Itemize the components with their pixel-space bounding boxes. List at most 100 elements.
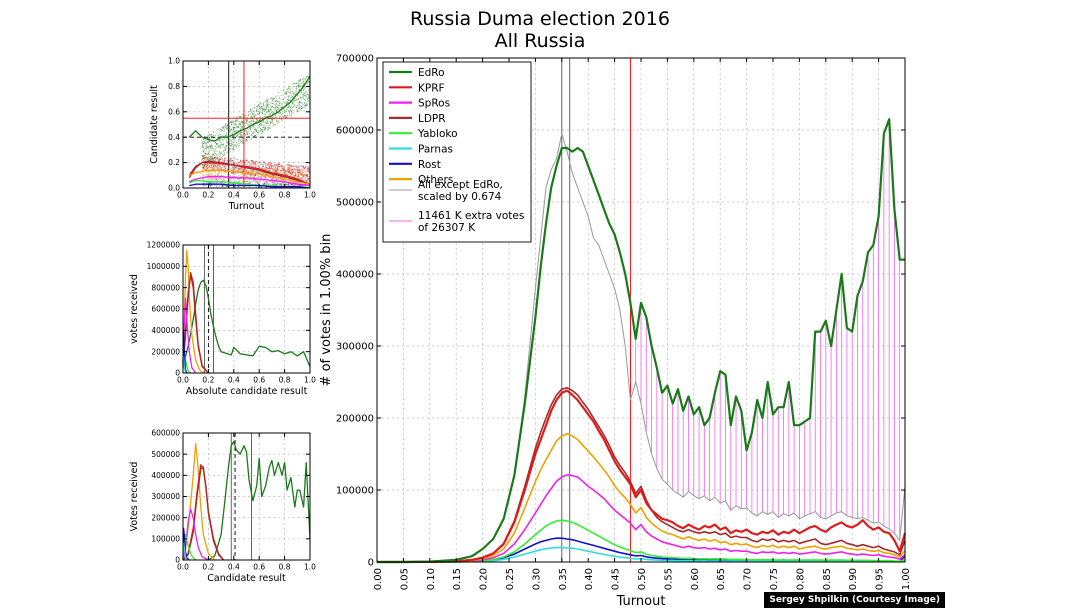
scatter-point-LDPR (218, 158, 220, 160)
scatter-point-EdRo (229, 121, 231, 123)
scatter-point-EdRo (266, 115, 268, 117)
scatter-point-KPRF (298, 167, 300, 169)
scatter-point-LDPR (233, 166, 235, 168)
scatter-point-EdRo (290, 93, 292, 95)
scatter-point-EdRo (250, 127, 252, 129)
scatter-point-KPRF (211, 167, 213, 169)
main-xtick-label: 0.10 (426, 568, 437, 590)
scatter-point-EdRo (288, 90, 290, 92)
main-xtick-label: 0.35 (558, 568, 569, 590)
scatter-point-EdRo (272, 120, 274, 122)
scatter-point-EdRo (296, 99, 298, 101)
scatter-point-EdRo (289, 115, 291, 117)
scatter-point-Yabloko (264, 181, 266, 183)
scatter-point-Others (245, 180, 247, 182)
scatter-point-EdRo (261, 105, 263, 108)
scatter-point-EdRo (250, 120, 253, 122)
scatter-point-EdRo (289, 98, 291, 100)
scatter-point-KPRF (308, 167, 310, 169)
scatter-point-EdRo (260, 103, 262, 105)
relative-xtick-label: 0.2 (202, 563, 214, 572)
scatter-point-EdRo (221, 126, 223, 128)
scatter-point-KPRF (289, 168, 291, 170)
scatter-point-EdRo (229, 144, 231, 146)
scatter-point-KPRF (288, 164, 290, 166)
scatter-point-LDPR (292, 171, 294, 174)
scatter-point-KPRF (241, 168, 243, 170)
scatter-point-SpRos (229, 179, 231, 181)
scatter-point-EdRo (303, 82, 305, 85)
legend-label-Others: Others (418, 174, 453, 186)
scatter-point-SpRos (254, 179, 256, 182)
main-xtick-label: 0.70 (743, 568, 754, 590)
scatter-point-Others (215, 168, 217, 170)
scatter-point-KPRF (301, 173, 304, 175)
scatter-point-LDPR (261, 163, 263, 165)
scatter-point-EdRo (307, 100, 309, 102)
scatter-point-EdRo (249, 122, 252, 124)
legend-label-LDPR: LDPR (418, 113, 446, 125)
scatter-point-EdRo (302, 80, 304, 82)
scatter-point-LDPR (210, 164, 212, 167)
scatter-point-LDPR (238, 169, 240, 171)
scatter-point-SpRos (282, 179, 284, 181)
scatter-point-EdRo (289, 95, 291, 97)
scatter-point-KPRF (236, 163, 238, 165)
scatter-point-EdRo (210, 156, 212, 158)
scatter-point-LDPR (233, 157, 235, 160)
scatter-point-LDPR (245, 169, 247, 171)
scatter-point-KPRF (298, 176, 300, 178)
scatter-point-EdRo (295, 83, 297, 85)
scatter-point-EdRo (232, 128, 234, 131)
scatter-point-Others (218, 174, 220, 176)
scatter-point-EdRo (264, 100, 266, 102)
scatter-point-LDPR (261, 167, 263, 170)
scatter-point-EdRo (228, 127, 231, 129)
scatter-frame (182, 60, 311, 189)
scatter-point-EdRo (226, 142, 228, 144)
scatter-point-EdRo (223, 143, 225, 145)
scatter-point-Yabloko (248, 182, 250, 184)
scatter-point-EdRo (277, 106, 279, 109)
scatter-point-LDPR (244, 163, 246, 166)
scatter-point-EdRo (276, 95, 279, 97)
scatter-point-EdRo (267, 122, 269, 125)
scatter-point-KPRF (224, 158, 226, 160)
scatter-point-EdRo (280, 107, 282, 109)
scatter-point-EdRo (218, 134, 220, 137)
scatter-point-EdRo (218, 153, 220, 155)
scatter-point-Yabloko (233, 180, 235, 182)
scatter-point-EdRo (307, 97, 310, 99)
scatter-point-EdRo (226, 134, 228, 137)
scatter-point-EdRo (302, 107, 304, 109)
relative-x-axis-label: Candidate result (207, 573, 286, 584)
scatter-point-EdRo (291, 95, 293, 97)
scatter-point-EdRo (274, 99, 276, 101)
scatter-point-KPRF (201, 160, 203, 162)
scatter-xtick-label: 0.6 (253, 191, 265, 200)
scatter-point-LDPR (281, 165, 283, 168)
scatter-point-EdRo (207, 137, 209, 139)
scatter-point-Yabloko (237, 181, 239, 183)
scatter-ytick-label: 0.2 (168, 158, 180, 167)
scatter-point-SpRos (238, 179, 240, 181)
scatter-point-LDPR (299, 169, 301, 171)
legend-label-EdRo: EdRo (418, 67, 445, 79)
scatter-point-EdRo (222, 155, 224, 157)
scatter-point-EdRo (270, 102, 272, 104)
scatter-point-LDPR (211, 163, 214, 165)
scatter-point-EdRo (266, 99, 268, 101)
scatter-point-EdRo (226, 144, 228, 146)
scatter-point-EdRo (206, 164, 208, 166)
scatter-point-EdRo (276, 120, 278, 122)
scatter-point-LDPR (265, 163, 267, 165)
scatter-point-EdRo (304, 105, 306, 107)
scatter-point-EdRo (270, 108, 272, 110)
scatter-point-EdRo (242, 139, 244, 141)
legend: EdRo KPRF SpRos LDPR Yabloko Parnas Rost Others… (382, 61, 532, 243)
scatter-point-KPRF (262, 176, 264, 178)
scatter-point-EdRo (208, 141, 210, 143)
scatter-point-EdRo (256, 119, 258, 121)
scatter-point-EdRo (234, 144, 236, 146)
scatter-point-EdRo (264, 126, 266, 128)
